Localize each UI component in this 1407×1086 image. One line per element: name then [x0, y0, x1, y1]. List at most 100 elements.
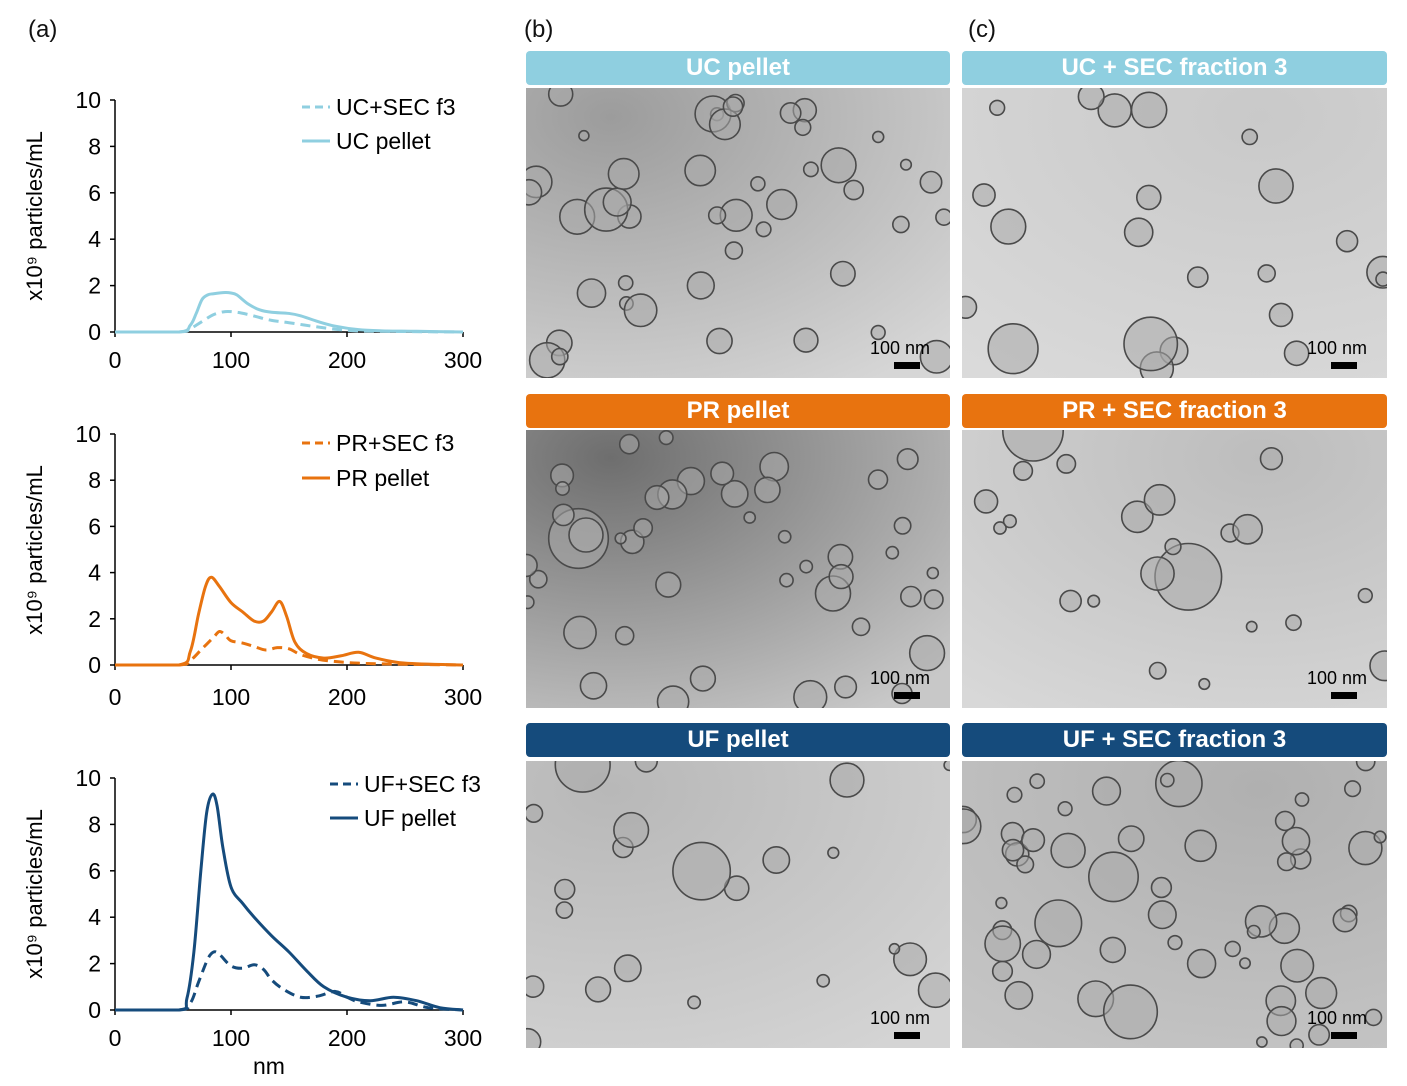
y-tick-label: 8 — [88, 467, 101, 493]
vesicle — [1186, 948, 1217, 979]
vesicle — [526, 178, 543, 206]
x-tick-label: 0 — [109, 1025, 122, 1051]
vesicle — [1255, 1036, 1268, 1048]
vesicle — [1232, 513, 1264, 545]
vesicle — [991, 960, 1014, 982]
vesicle — [563, 615, 597, 650]
vesicle — [923, 589, 944, 610]
vesicle — [989, 99, 1006, 116]
vesicle — [1002, 430, 1064, 462]
vesicle — [1016, 855, 1035, 874]
vesicle — [1099, 936, 1127, 964]
y-tick-label: 0 — [88, 319, 101, 345]
vesicle — [568, 517, 604, 553]
vesicle — [1001, 838, 1025, 862]
y-tick-label: 10 — [75, 765, 101, 791]
x-tick-label: 300 — [444, 684, 482, 710]
vesicle — [1257, 264, 1277, 283]
vesicle — [917, 972, 950, 1009]
legend-label: UF+SEC f3 — [364, 771, 481, 797]
vesicle — [1059, 589, 1083, 613]
vesicle — [613, 954, 642, 983]
vesicle — [1057, 800, 1073, 817]
vesicle — [526, 803, 544, 823]
scale-bar — [1331, 692, 1357, 699]
vesicle — [1198, 677, 1211, 691]
vesicle — [867, 469, 889, 490]
vesicle — [799, 559, 814, 574]
vesicle — [607, 157, 640, 190]
vesicle — [644, 484, 670, 511]
vesicle — [689, 665, 717, 692]
vesicle — [1268, 302, 1294, 328]
series-line-uc-sec-f3 — [115, 309, 464, 334]
scale-bar-label: 100 nm — [870, 338, 931, 358]
vesicle — [829, 762, 865, 798]
vesicle — [1335, 229, 1359, 253]
vesicle — [602, 187, 632, 217]
vesicle — [656, 685, 690, 708]
vesicle — [766, 188, 798, 221]
vesicle — [893, 516, 912, 535]
vesicle — [1186, 266, 1209, 289]
vesicle — [1050, 832, 1086, 869]
vesicle — [834, 675, 858, 699]
vesicle — [1355, 761, 1376, 772]
vesicle — [1305, 976, 1338, 1010]
x-tick-label: 300 — [444, 347, 482, 373]
vesicle — [899, 585, 922, 608]
vesicle — [1259, 447, 1284, 471]
vesicle — [1012, 460, 1034, 482]
y-tick-label: 8 — [88, 133, 101, 159]
vesicle — [899, 158, 913, 171]
vesicle — [762, 846, 791, 875]
vesicle — [633, 518, 654, 539]
panel-title-uf-sec-fraction-3: UF + SEC fraction 3 — [962, 723, 1387, 757]
y-tick-label: 6 — [88, 180, 101, 206]
vesicle — [1344, 780, 1362, 798]
x-tick-label: 300 — [444, 1025, 482, 1051]
vesicle — [1308, 1023, 1331, 1046]
vesicle — [552, 503, 575, 527]
vesicle — [547, 88, 574, 107]
panel-label-b: (b) — [524, 16, 554, 43]
vesicle — [816, 973, 831, 988]
x-tick-label: 100 — [212, 684, 250, 710]
scale-bar — [1331, 362, 1357, 369]
vesicle — [1130, 91, 1168, 129]
vesicle — [1289, 1038, 1304, 1048]
panel-title-uc-sec-fraction-3: UC + SEC fraction 3 — [962, 51, 1387, 85]
vesicle — [1091, 776, 1122, 806]
vesicle — [1167, 934, 1183, 951]
scale-bar — [894, 362, 920, 369]
vesicle — [1147, 900, 1177, 930]
vesicle — [935, 208, 950, 226]
vesicle — [908, 634, 946, 672]
vesicle — [1117, 825, 1145, 853]
vesicle — [706, 327, 733, 355]
vesicle — [870, 324, 886, 341]
vesicle — [851, 617, 871, 637]
vesicle — [1281, 826, 1311, 856]
vesicle — [1020, 827, 1046, 853]
x-tick-label: 200 — [328, 1025, 366, 1051]
vesicle — [724, 241, 744, 260]
vesicle — [1102, 984, 1159, 1040]
vesicle — [1224, 940, 1242, 958]
x-tick-label: 100 — [212, 347, 250, 373]
vesicle — [1088, 851, 1140, 903]
vesicle — [750, 176, 766, 192]
vesicle — [1364, 1008, 1383, 1027]
vesicle — [614, 625, 635, 646]
vesicle — [919, 170, 943, 194]
scale-bar — [894, 1032, 920, 1039]
vesicle — [885, 545, 900, 560]
vesicle — [993, 521, 1007, 535]
scale-bar-label: 100 nm — [1307, 338, 1368, 358]
vesicle — [843, 179, 865, 201]
vesicle — [554, 480, 570, 496]
vesicle — [613, 811, 650, 849]
